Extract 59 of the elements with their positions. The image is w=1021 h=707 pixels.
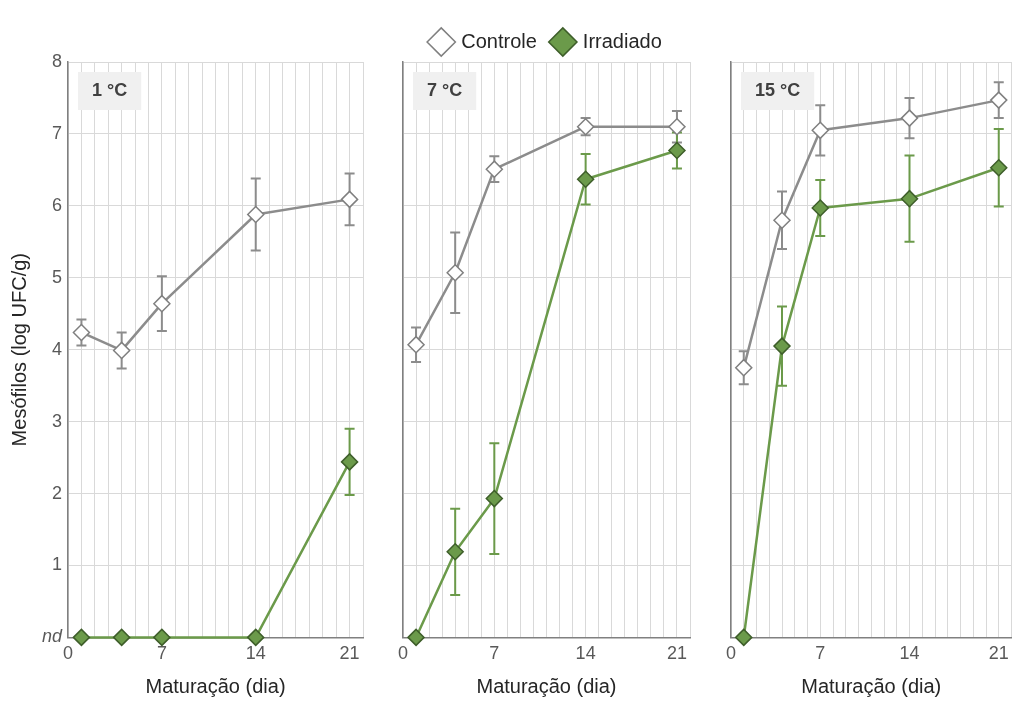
y-tick-label: 6 (52, 194, 63, 215)
x-tick-label: 0 (397, 643, 409, 664)
y-axis-title: Mesófilos (log UFC/g) (7, 253, 30, 447)
x-axis-title: Maturação (dia) (476, 674, 617, 697)
point (990, 91, 1008, 109)
x-tick-label: 21 (666, 643, 687, 664)
x-tick-label: 0 (725, 643, 737, 664)
point (811, 199, 829, 217)
point (446, 543, 464, 561)
point (485, 160, 504, 178)
text: 1 °C (92, 79, 128, 100)
point (407, 335, 425, 354)
y-tick-label: 2 (52, 482, 63, 503)
x-tick-label: 7 (815, 643, 826, 664)
legend-label: Controle (461, 29, 537, 52)
y-tick-label: 1 (52, 554, 63, 575)
point (112, 341, 131, 360)
x-tick-label: 14 (899, 643, 920, 664)
x-tick-label: 7 (156, 643, 167, 664)
y-tick-label: 8 (52, 50, 63, 71)
x-tick-label: 14 (575, 643, 596, 664)
x-tick-label: 21 (339, 643, 360, 664)
point (773, 211, 791, 229)
point (72, 628, 91, 647)
point (773, 337, 791, 355)
point (735, 358, 753, 377)
y-tick-label: nd (41, 626, 63, 647)
y-tick-label: 3 (52, 410, 63, 431)
point (72, 323, 91, 342)
x-tick-label: 7 (489, 643, 500, 664)
y-tick-label: 5 (52, 266, 63, 287)
point (900, 109, 919, 127)
point (811, 121, 829, 140)
text: 7 °C (427, 79, 463, 100)
x-tick-label: 0 (63, 643, 74, 664)
point (246, 205, 265, 224)
point (668, 141, 686, 160)
text: 15 °C (755, 79, 801, 100)
point (340, 190, 359, 209)
legend-label: Irradiado (582, 29, 662, 52)
point (246, 628, 265, 647)
y-tick-label: 7 (52, 122, 63, 143)
y-tick-label: 4 (52, 338, 63, 359)
point (485, 489, 504, 508)
point (900, 189, 919, 208)
point (407, 628, 425, 647)
point (153, 294, 171, 313)
point (735, 628, 753, 647)
point (112, 628, 131, 647)
point (668, 117, 686, 136)
x-axis-title: Maturação (dia) (145, 674, 286, 697)
x-tick-label: 21 (988, 643, 1009, 664)
point (446, 263, 464, 282)
x-axis-title: Maturação (dia) (801, 674, 942, 697)
point (340, 453, 359, 471)
point (990, 158, 1008, 177)
point (576, 170, 595, 188)
x-tick-label: 14 (245, 643, 266, 664)
point (153, 628, 171, 647)
